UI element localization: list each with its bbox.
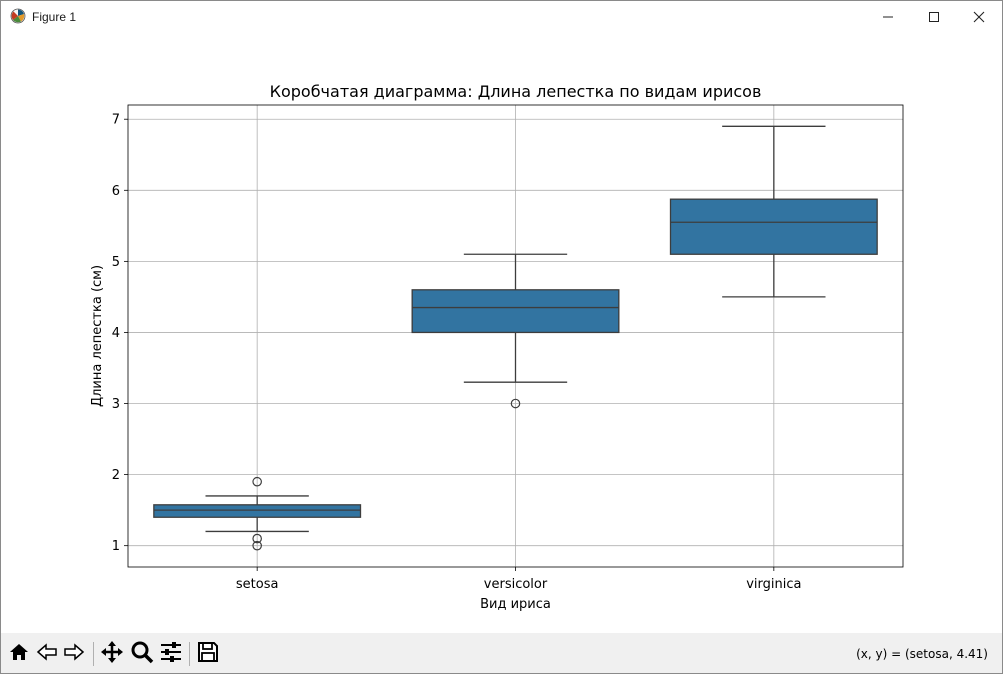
box-group-versicolor bbox=[411, 253, 620, 409]
save-button[interactable] bbox=[195, 641, 221, 667]
iqr-box bbox=[411, 289, 620, 334]
navigation-toolbar: (x, y) = (setosa, 4.41) bbox=[1, 633, 1002, 673]
cursor-coordinates: (x, y) = (setosa, 4.41) bbox=[856, 647, 988, 661]
figure-canvas[interactable]: 1 2 3 4 5 6 7 setosa versicolor virginica Коробча… bbox=[1, 33, 1002, 631]
window-title: Figure 1 bbox=[32, 10, 77, 24]
toolbar-separator bbox=[93, 642, 94, 666]
close-icon bbox=[973, 11, 985, 23]
y-tick-label: 5 bbox=[112, 255, 120, 270]
y-tick-label: 1 bbox=[112, 539, 120, 554]
x-tick-label: virginica bbox=[746, 577, 801, 592]
configure-subplots-button[interactable] bbox=[158, 641, 184, 667]
sliders-icon bbox=[159, 640, 183, 668]
home-button[interactable] bbox=[6, 641, 32, 667]
box-group-setosa bbox=[153, 476, 362, 551]
x-axis-label: Вид ириса bbox=[480, 597, 551, 612]
iqr-box bbox=[669, 198, 878, 255]
box-elements bbox=[153, 125, 878, 551]
floppy-disk-icon bbox=[197, 641, 219, 667]
y-tick-label: 4 bbox=[112, 326, 120, 341]
home-icon bbox=[8, 641, 30, 667]
move-icon bbox=[100, 640, 124, 668]
y-tick-label: 3 bbox=[112, 397, 120, 412]
y-tick-label: 6 bbox=[112, 184, 120, 199]
y-tick-label: 2 bbox=[112, 468, 120, 483]
maximize-icon bbox=[928, 11, 940, 23]
back-button[interactable] bbox=[34, 641, 60, 667]
minimize-button[interactable] bbox=[865, 1, 911, 33]
box-plot-chart: 1 2 3 4 5 6 7 setosa versicolor virginica Коробча… bbox=[90, 82, 904, 612]
iqr-box bbox=[153, 504, 362, 518]
zoom-button[interactable] bbox=[129, 641, 155, 667]
title-bar[interactable]: Figure 1 bbox=[1, 1, 1002, 33]
outlier-point bbox=[510, 398, 521, 409]
y-axis-label: Длина лепестка (см) bbox=[90, 265, 105, 407]
matplotlib-icon bbox=[10, 8, 26, 24]
forward-arrow-icon bbox=[63, 641, 85, 667]
box-group-virginica bbox=[669, 125, 878, 298]
forward-button[interactable] bbox=[61, 641, 87, 667]
x-tick-label: setosa bbox=[236, 577, 279, 592]
pan-button[interactable] bbox=[99, 641, 125, 667]
close-button[interactable] bbox=[956, 1, 1002, 33]
back-arrow-icon bbox=[36, 641, 58, 667]
maximize-button[interactable] bbox=[911, 1, 957, 33]
minimize-icon bbox=[882, 11, 894, 23]
outlier-point bbox=[252, 476, 262, 487]
outlier-point bbox=[252, 540, 262, 551]
axis-ticks: 1 2 3 4 5 6 7 setosa versicolor virginica bbox=[112, 113, 802, 592]
chart-title: Коробчатая диаграмма: Длина лепестка по … bbox=[270, 82, 762, 101]
magnifier-icon bbox=[130, 640, 154, 668]
outlier-point bbox=[252, 533, 262, 544]
y-tick-label: 7 bbox=[112, 113, 120, 128]
toolbar-separator bbox=[189, 642, 190, 666]
x-tick-label: versicolor bbox=[484, 577, 548, 592]
